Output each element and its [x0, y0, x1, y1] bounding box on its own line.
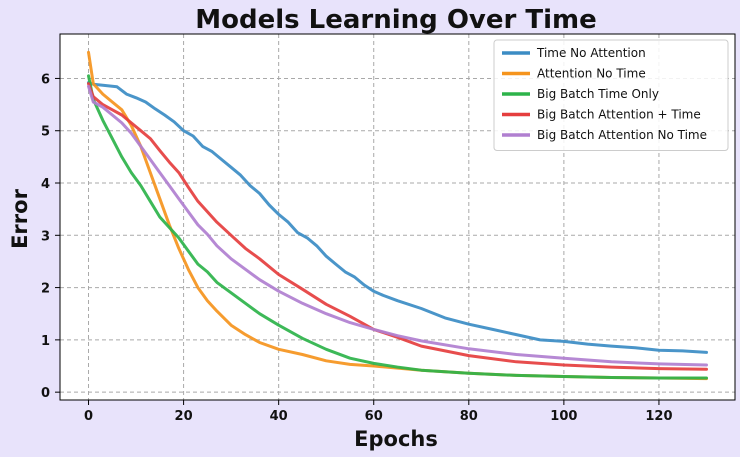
series-line-3 — [87, 74, 708, 380]
chart-title: Models Learning Over Time — [195, 5, 597, 35]
legend-entry: Time No Attention — [536, 46, 646, 60]
x-tick-label: 80 — [460, 409, 478, 424]
legend-box — [493, 39, 729, 151]
y-axis-label: Error — [8, 188, 32, 248]
y-tick-label: 1 — [41, 334, 50, 349]
y-tick-label: 2 — [41, 282, 50, 297]
legend-entry: Big Batch Attention No Time — [537, 128, 707, 142]
legend-entry: Big Batch Attention + Time — [537, 108, 701, 122]
y-tick-label: 5 — [41, 125, 50, 140]
legend: Time No Attention Attention No Time Big Ba… — [493, 39, 729, 151]
series-line-5 — [87, 84, 708, 367]
x-axis-label: Epochs — [354, 427, 438, 451]
x-tick-label: 120 — [645, 409, 672, 424]
legend-entry: Big Batch Time Only — [537, 87, 659, 101]
y-tick-label: 6 — [41, 72, 50, 87]
y-axis: 0 1 2 3 4 5 6 — [41, 72, 60, 401]
series-line-1 — [87, 81, 708, 354]
x-tick-label: 60 — [365, 409, 383, 424]
y-tick-label: 3 — [41, 229, 50, 244]
x-tick-label: 0 — [84, 409, 93, 424]
x-tick-label: 40 — [270, 409, 288, 424]
plot-frame — [59, 33, 736, 401]
y-tick-label: 0 — [41, 386, 50, 401]
legend-entry: Attention No Time — [537, 67, 646, 81]
x-tick-label: 20 — [175, 409, 193, 424]
x-axis: 0 20 40 60 80 100 120 — [84, 400, 673, 424]
series-line-4 — [87, 82, 708, 371]
x-tick-label: 100 — [550, 409, 577, 424]
y-tick-label: 4 — [41, 177, 50, 192]
series-layer — [87, 50, 708, 381]
